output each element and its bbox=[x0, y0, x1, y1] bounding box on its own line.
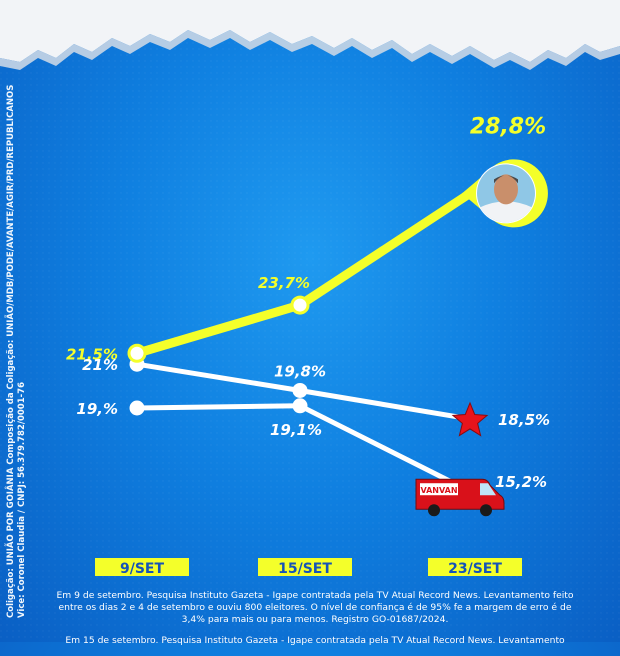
data-label: 19,% bbox=[76, 400, 118, 418]
data-label: 21% bbox=[82, 356, 118, 374]
data-label: 15,2% bbox=[495, 473, 547, 491]
photo-hair bbox=[494, 175, 518, 184]
coalition-disclaimer: Coligação: UNIÃO POR GOIÂNIA Composição … bbox=[6, 84, 28, 618]
van-windshield bbox=[480, 483, 496, 496]
data-point bbox=[292, 398, 308, 414]
data-label: 21,5% bbox=[66, 345, 118, 363]
photo-shirt bbox=[477, 201, 535, 223]
torn-paper-header bbox=[0, 0, 620, 70]
red-star-marker bbox=[451, 401, 489, 437]
category-label-bg bbox=[95, 558, 189, 576]
data-label: 19,1% bbox=[270, 421, 322, 439]
photo-face bbox=[494, 174, 518, 205]
footnote-2: Em 15 de setembro. Pesquisa Instituto Ga… bbox=[65, 635, 565, 646]
data-label: 19,8% bbox=[274, 362, 326, 380]
category-label-bg bbox=[258, 558, 352, 576]
candidate-photo-marker bbox=[462, 159, 548, 228]
van-wheel bbox=[428, 504, 440, 517]
coalition-line: Coligação: UNIÃO POR GOIÂNIA Composição … bbox=[6, 84, 16, 618]
van-sign-text: VANVAN bbox=[420, 486, 457, 495]
category-label-15-set: 15/SET bbox=[278, 561, 332, 577]
footnote-1: Em 9 de setembro. Pesquisa Instituto Gaz… bbox=[56, 590, 574, 625]
data-point bbox=[129, 400, 145, 416]
category-label-bg bbox=[428, 558, 522, 576]
data-point bbox=[127, 343, 147, 363]
poll-chart: 9/SET 15/SET 23/SET VANVAN 21,5% 23,7% 28,8% 21… bbox=[0, 0, 620, 642]
data-label: 18,5% bbox=[498, 411, 550, 429]
poll-footnotes: Em 9 de setembro. Pesquisa Instituto Gaz… bbox=[0, 590, 620, 656]
candidate-photo bbox=[477, 164, 535, 223]
van-wheel bbox=[480, 504, 492, 517]
data-point bbox=[292, 382, 308, 398]
data-label: 28,8% bbox=[470, 114, 546, 139]
red-van-marker: VANVAN bbox=[415, 478, 505, 517]
data-label: 23,7% bbox=[258, 274, 310, 292]
cnpj-line: Vice: Coronel Claudia / CNPJ: 56.379.782… bbox=[17, 382, 27, 618]
data-point bbox=[290, 295, 310, 315]
category-label-9-set: 9/SET bbox=[120, 561, 165, 577]
van-sign bbox=[420, 483, 458, 496]
category-label-23-set: 23/SET bbox=[448, 561, 502, 577]
